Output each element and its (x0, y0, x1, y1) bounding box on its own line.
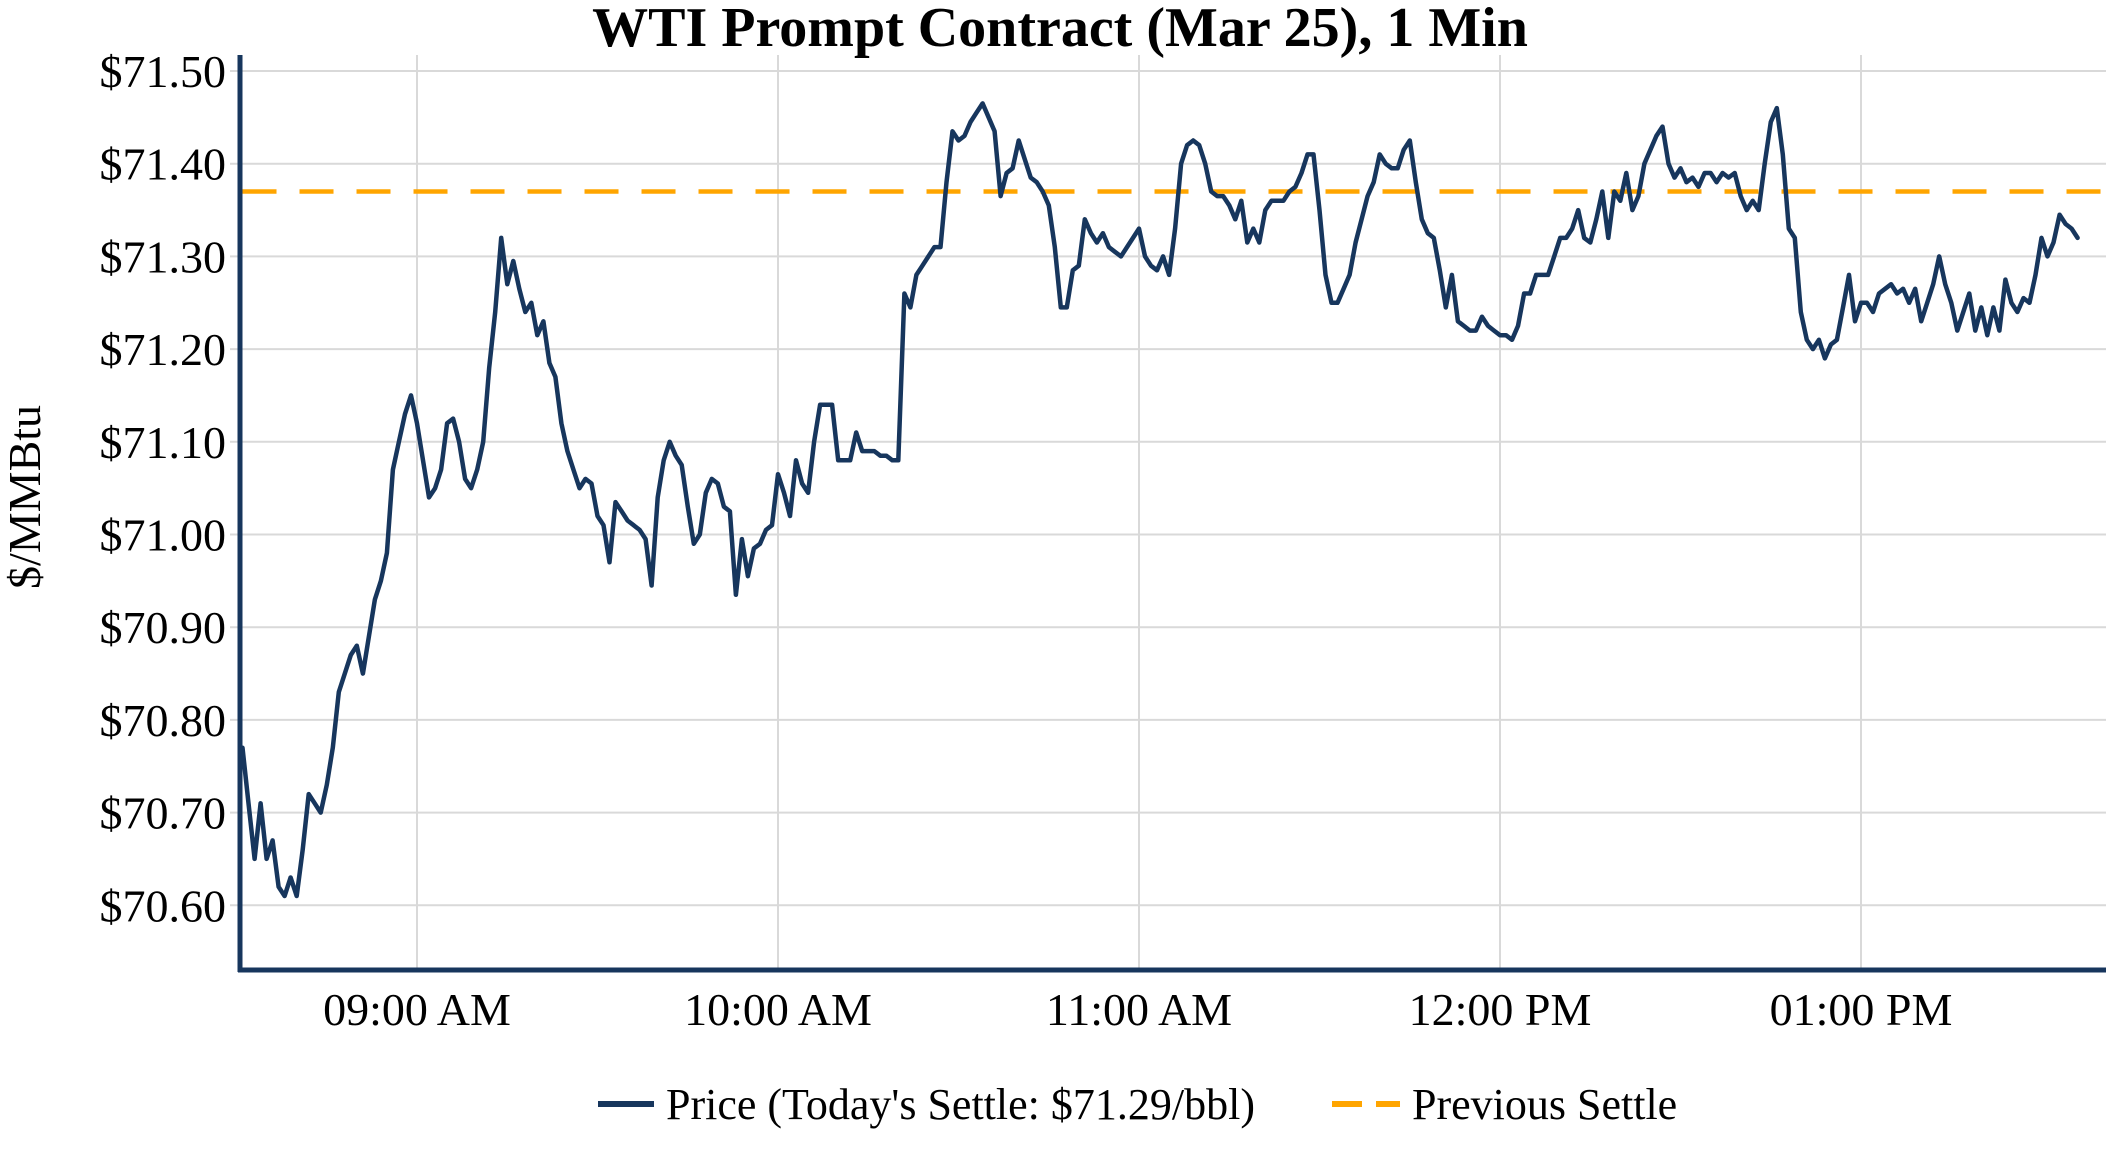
y-axis-label: $/MMBtu (0, 405, 50, 589)
x-tick-label: 11:00 AM (1046, 984, 1232, 1035)
y-tick-label: $71.40 (100, 139, 227, 190)
price-line (240, 101, 2080, 899)
x-tick-label: 09:00 AM (323, 984, 511, 1035)
price-legend-label: Price (Today's Settle: $71.29/bbl) (666, 1080, 1255, 1129)
y-tick-label: $71.10 (100, 417, 227, 468)
y-tick-label: $71.20 (100, 324, 227, 375)
x-tick-labels: 09:00 AM 10:00 AM 11:00 AM 12:00 PM 01:00 PM (323, 984, 1952, 1035)
y-tick-label: $70.80 (100, 695, 227, 746)
y-tick-label: $71.50 (100, 46, 227, 97)
y-tick-label: $70.90 (100, 602, 227, 653)
y-tick-labels: $70.60 $70.70 $70.80 $70.90 $71.00 $71.10 $71.… (100, 46, 227, 931)
y-tick-label: $70.70 (100, 788, 227, 839)
x-tick-label: 12:00 PM (1409, 984, 1592, 1035)
gridlines (230, 55, 2106, 970)
y-tick-label: $71.30 (100, 231, 227, 282)
y-tick-label: $71.00 (100, 510, 227, 561)
legend: Price (Today's Settle: $71.29/bbl) Previ… (598, 1080, 1677, 1129)
previous-settle-legend-label: Previous Settle (1412, 1080, 1677, 1129)
x-tick-label: 10:00 AM (684, 984, 872, 1035)
x-tick-label: 01:00 PM (1770, 984, 1953, 1035)
y-tick-label: $70.60 (100, 880, 227, 931)
chart-title: WTI Prompt Contract (Mar 25), 1 Min (592, 0, 1528, 59)
